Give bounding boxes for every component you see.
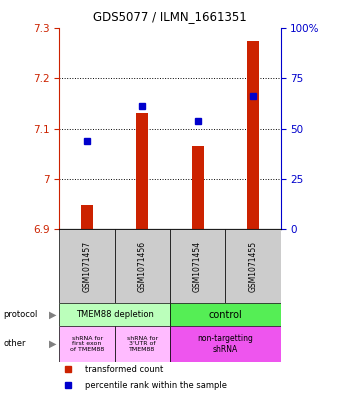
Text: protocol: protocol [3, 310, 38, 319]
Text: GSM1071456: GSM1071456 [138, 241, 147, 292]
Bar [136, 114, 149, 229]
Text: GSM1071457: GSM1071457 [83, 241, 91, 292]
Text: GSM1071454: GSM1071454 [193, 241, 202, 292]
Bar [170, 229, 225, 303]
Bar [115, 229, 170, 303]
Bar [59, 229, 115, 303]
Bar [225, 229, 280, 303]
Text: shRNA for
3'UTR of
TMEM88: shRNA for 3'UTR of TMEM88 [127, 336, 158, 352]
Text: TMEM88 depletion: TMEM88 depletion [76, 310, 154, 319]
Bar [59, 326, 115, 362]
Text: percentile rank within the sample: percentile rank within the sample [85, 381, 227, 389]
Bar [191, 146, 204, 229]
Text: ▶: ▶ [49, 310, 56, 320]
Text: non-targetting
shRNA: non-targetting shRNA [197, 334, 253, 354]
Text: ▶: ▶ [49, 339, 56, 349]
Bar [115, 326, 170, 362]
Text: GSM1071455: GSM1071455 [249, 241, 257, 292]
Bar [247, 41, 259, 229]
Bar [59, 303, 170, 326]
Text: GDS5077 / ILMN_1661351: GDS5077 / ILMN_1661351 [93, 10, 247, 23]
Bar [170, 303, 280, 326]
Text: transformed count: transformed count [85, 365, 163, 374]
Bar [170, 326, 280, 362]
Bar [81, 205, 93, 229]
Text: shRNA for
first exon
of TMEM88: shRNA for first exon of TMEM88 [70, 336, 104, 352]
Text: control: control [208, 310, 242, 320]
Text: other: other [3, 340, 26, 348]
